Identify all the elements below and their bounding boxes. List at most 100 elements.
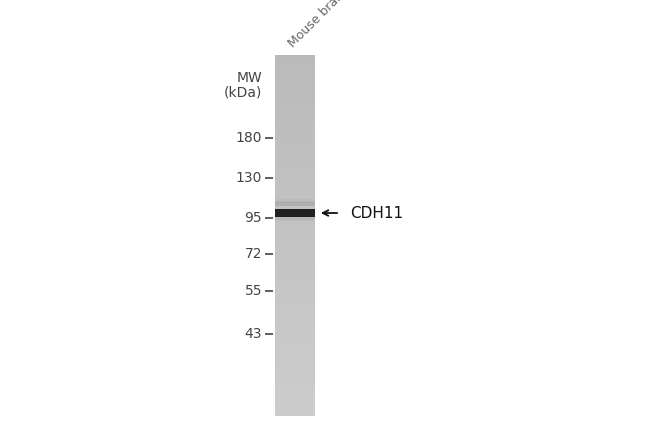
Text: 55: 55	[244, 284, 262, 298]
Bar	[275, 324, 315, 325]
Bar	[275, 233, 315, 234]
Bar	[275, 133, 315, 135]
Bar	[275, 273, 315, 275]
Bar	[275, 322, 315, 324]
Bar	[275, 360, 315, 362]
Bar	[275, 300, 315, 301]
Bar	[275, 123, 315, 125]
Bar	[275, 397, 315, 399]
Bar	[275, 383, 315, 384]
Bar	[275, 284, 315, 286]
Bar	[275, 202, 315, 204]
Bar	[275, 174, 315, 176]
Bar	[275, 353, 315, 354]
Bar	[275, 316, 315, 318]
Bar	[275, 184, 315, 185]
Bar	[275, 95, 315, 96]
Bar	[275, 205, 315, 207]
Bar	[275, 69, 315, 71]
Bar	[275, 249, 315, 251]
Bar	[275, 160, 315, 161]
Bar	[275, 229, 315, 231]
Bar	[275, 217, 315, 219]
Bar	[275, 357, 315, 359]
Bar	[275, 199, 315, 201]
Bar	[275, 175, 315, 177]
Bar	[275, 103, 315, 105]
Bar	[275, 150, 315, 151]
Bar	[275, 363, 315, 365]
Bar	[275, 57, 315, 59]
Bar	[275, 207, 315, 209]
Bar	[275, 61, 315, 63]
Text: 95: 95	[244, 211, 262, 225]
Bar	[275, 236, 315, 238]
Bar	[275, 257, 315, 258]
Bar	[275, 264, 315, 265]
Bar	[275, 74, 315, 76]
Bar	[275, 163, 315, 165]
Bar	[275, 381, 315, 383]
Bar	[275, 224, 315, 226]
Bar	[275, 329, 315, 330]
Bar	[275, 189, 315, 191]
Bar	[275, 177, 315, 179]
Bar	[275, 303, 315, 305]
Bar	[275, 165, 315, 167]
Bar	[275, 139, 315, 141]
Bar	[275, 132, 315, 133]
Bar	[275, 413, 315, 414]
Bar	[275, 216, 315, 218]
Bar	[275, 376, 315, 377]
Bar	[275, 193, 315, 195]
Bar	[275, 228, 315, 230]
Bar	[275, 110, 315, 112]
Bar	[275, 65, 315, 66]
Bar	[275, 200, 315, 202]
Bar	[275, 390, 315, 392]
Bar	[275, 195, 315, 197]
Text: (kDa): (kDa)	[224, 86, 262, 100]
Text: Mouse brain: Mouse brain	[286, 0, 349, 50]
Bar	[275, 173, 315, 174]
Bar	[275, 55, 315, 57]
Bar	[275, 295, 315, 297]
Text: CDH11: CDH11	[350, 206, 403, 221]
Bar	[275, 356, 315, 358]
Text: MW: MW	[236, 71, 262, 85]
Bar	[275, 253, 315, 255]
Bar	[275, 216, 315, 217]
Bar	[275, 265, 315, 267]
Bar	[275, 59, 315, 60]
Bar	[275, 210, 315, 211]
Bar	[275, 308, 315, 310]
Bar	[275, 209, 315, 217]
Bar	[275, 404, 315, 406]
Bar	[275, 285, 315, 287]
Bar	[275, 197, 315, 198]
Bar	[275, 345, 315, 347]
Bar	[275, 326, 315, 328]
Bar	[275, 234, 315, 235]
Bar	[275, 206, 315, 208]
Bar	[275, 325, 315, 327]
Bar	[275, 167, 315, 168]
Bar	[275, 242, 315, 244]
Bar	[275, 255, 315, 257]
Bar	[275, 152, 315, 154]
Bar	[275, 168, 315, 170]
Bar	[275, 318, 315, 319]
Text: 180: 180	[235, 131, 262, 145]
Bar	[275, 170, 315, 172]
Bar	[275, 143, 315, 144]
Bar	[275, 315, 315, 317]
Bar	[275, 268, 315, 269]
Bar	[275, 114, 315, 116]
Bar	[275, 117, 315, 119]
Bar	[275, 261, 315, 263]
Bar	[275, 200, 315, 203]
Bar	[275, 411, 315, 413]
Bar	[275, 290, 315, 292]
Bar	[275, 83, 315, 84]
Bar	[275, 203, 315, 204]
